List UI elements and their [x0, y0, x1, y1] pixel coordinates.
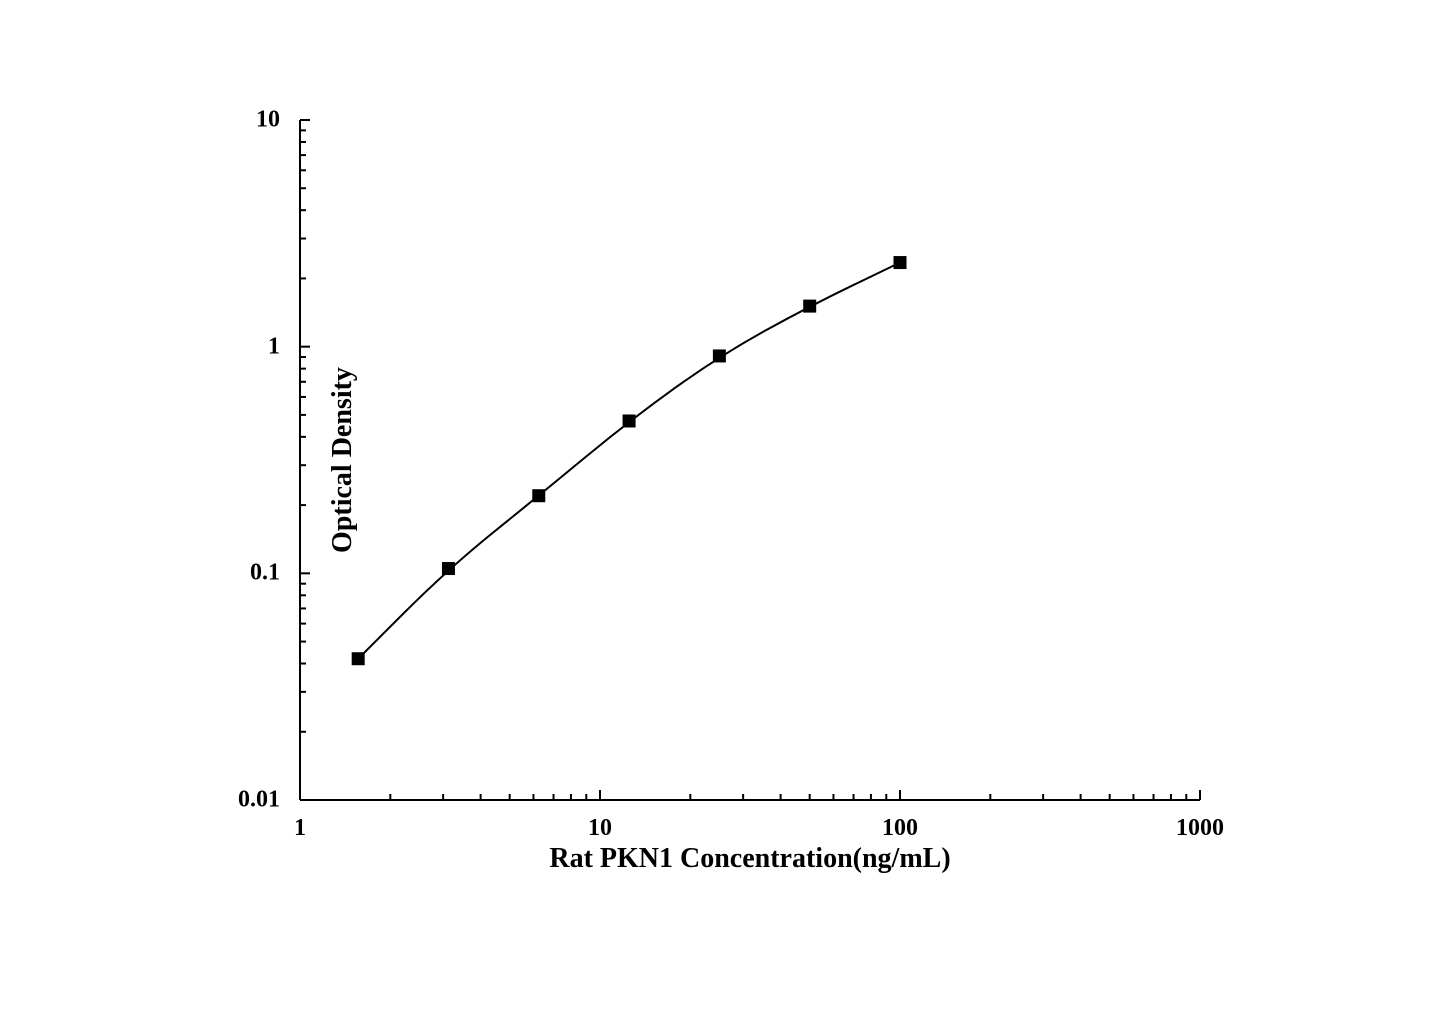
x-tick-label: 1 — [294, 815, 306, 842]
data-marker — [894, 257, 906, 269]
data-marker — [533, 490, 545, 502]
y-tick-label: 1 — [268, 333, 280, 360]
x-axis-label: Rat PKN1 Concentration(ng/mL) — [549, 843, 950, 875]
x-tick-label: 10 — [588, 815, 612, 842]
data-marker — [804, 300, 816, 312]
chart-svg — [300, 120, 1200, 800]
data-marker — [623, 415, 635, 427]
y-axis-label: Optical Density — [327, 367, 359, 553]
data-marker — [352, 653, 364, 665]
y-tick-label: 0.01 — [238, 787, 280, 814]
data-marker — [442, 563, 454, 575]
y-tick-label: 0.1 — [250, 560, 280, 587]
data-marker — [713, 350, 725, 362]
plot-area: Optical Density Rat PKN1 Concentration(n… — [300, 120, 1200, 800]
y-tick-label: 10 — [256, 107, 280, 134]
x-tick-label: 100 — [882, 815, 918, 842]
x-tick-label: 1000 — [1176, 815, 1224, 842]
chart-container: Optical Density Rat PKN1 Concentration(n… — [200, 100, 1250, 900]
